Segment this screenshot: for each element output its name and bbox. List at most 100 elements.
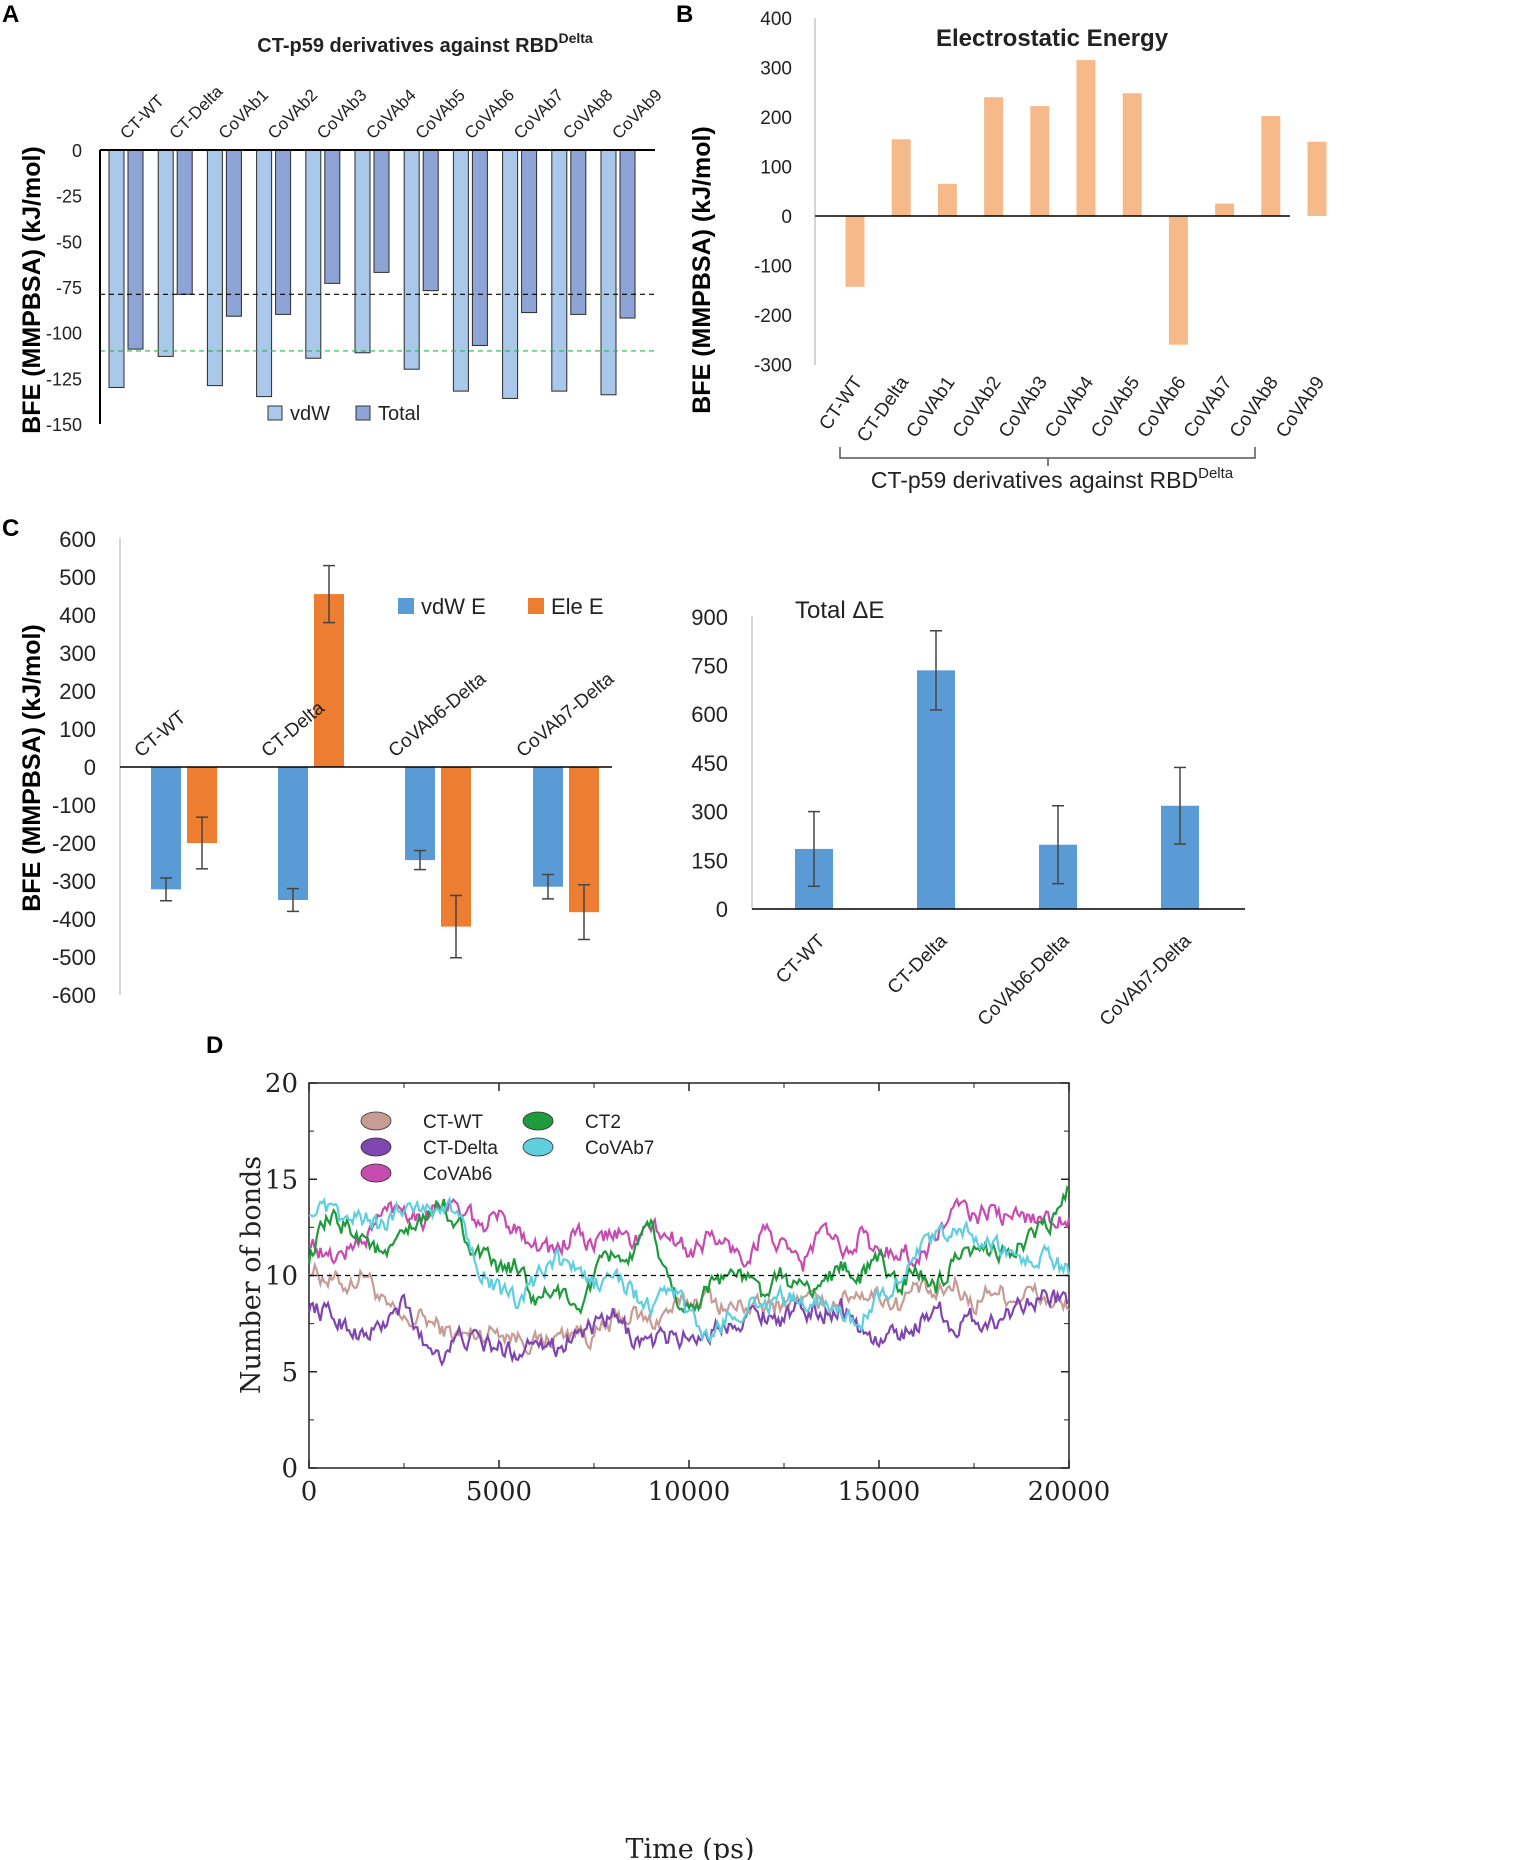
panel-d-legend-label-ct-delta: CT-Delta (423, 1138, 498, 1159)
panel-a-bar-vdw-covab3 (305, 149, 322, 359)
panel-c-left-yticks: 600 500 400 300 200 100 0 -100 -200 -300 -400 -500 -… (52, 527, 96, 1008)
panel-b-bar-covab8 (1261, 116, 1281, 216)
panel-d-line-ct-delta (307, 1289, 1070, 1368)
panel-d-legend-swatch-ct-wt (360, 1111, 392, 1131)
panel-c-left-ytick-label: 100 (59, 717, 96, 742)
panel-b-ytick-label: 0 (781, 207, 792, 228)
panel-a-ytick-label: 0 (72, 141, 82, 161)
panel-a-xtick-label: CT-WT (116, 91, 167, 142)
panel-b-xlabel: CT-p59 derivatives against RBDDelta (871, 465, 1234, 493)
panel-c-left-bar-vdw-e-covab6-delta (405, 767, 435, 861)
panel-c-left-ytick-label: -400 (52, 907, 96, 932)
panel-a-legend: vdW Total (267, 403, 420, 425)
panel-a-bar-vdw-covab5 (403, 149, 420, 370)
panel-d-series-lines (307, 1184, 1071, 1368)
panel-b-bar-ct-wt (845, 216, 865, 287)
panel-d-ytick-label: 10 (265, 1262, 298, 1292)
panel-a-bar-total-ct-delta (176, 149, 193, 295)
legend-swatch-total (355, 405, 371, 421)
panel-b-ytick-label: 300 (760, 59, 792, 80)
panel-a-bar-total-covab7 (521, 149, 538, 314)
panel-b-title: Electrostatic Energy (936, 25, 1169, 52)
panel-b-ytick-label: -200 (754, 306, 792, 327)
panel-c-left: C BFE (MMPBSA) (kJ/mol) 600 500 400 300 200 1… (2, 515, 619, 1008)
panel-c-left-ytick-label: -600 (52, 983, 96, 1008)
panel-c-left-ytick-label: 300 (59, 641, 96, 666)
panel-a-bar-total-covab6 (471, 149, 488, 346)
panel-b-group-bracket (839, 447, 1256, 466)
panel-a-ylabel: BFE (MMPBSA) (kJ/mol) (18, 146, 46, 434)
panel-b-xlabel-main: CT-p59 derivatives against RBD (871, 467, 1198, 493)
panel-d-ticks: 0 5000 10000 15000 20000 0 5 10 15 20 (265, 1069, 1110, 1507)
panel-b-bar-covab5 (1122, 93, 1142, 216)
panel-a-ytick-label: -75 (56, 278, 82, 298)
panel-a-xtick-label: CoVAb6 (461, 86, 518, 143)
panel-c-left-ytick-label: 0 (84, 755, 96, 780)
panel-c-right-ytick-label: 450 (691, 751, 728, 776)
panel-c-right-xtick-label: CT-Delta (884, 930, 952, 998)
panel-d-legend-label-ct2: CT2 (585, 1112, 621, 1133)
panel-c-right-title: Total ΔE (795, 597, 884, 624)
panel-d-xtick-label: 0 (301, 1477, 318, 1507)
panel-b-xtick-label: CoVAb9 (1272, 373, 1329, 442)
panel-a-yticks: 0 -25 -50 -75 -100 -125 -150 (46, 141, 82, 435)
panel-d-xtick-label: 5000 (466, 1477, 532, 1507)
panel-d-line-ct2 (307, 1184, 1070, 1316)
panel-c-right-bars (795, 630, 1199, 909)
panel-c-left-ytick-label: -300 (52, 869, 96, 894)
panel-a-ytick-label: -150 (46, 415, 82, 435)
panel-d-xtick-label: 15000 (838, 1477, 921, 1507)
panel-c-right-ytick-label: 600 (691, 702, 728, 727)
panel-c-left-legend: vdW E Ele E (398, 594, 604, 619)
panel-d-legend-swatch-ct-delta (360, 1137, 392, 1157)
panel-b-ytick-label: 100 (760, 158, 792, 179)
panel-a-xlabels: CT-WTCT-DeltaCoVAb1CoVAb2CoVAb3CoVAb4CoV… (116, 82, 665, 143)
panel-d-legend-swatch-ct2 (522, 1111, 554, 1131)
panel-c-right-ytick-label: 750 (691, 654, 728, 679)
panel-letter-a: A (2, 1, 19, 28)
panel-b-bar-covab1 (937, 183, 957, 216)
legend-label-total: Total (378, 403, 420, 425)
panel-a-bar-vdw-covab9 (600, 149, 617, 396)
panel-a-bar-total-ct-wt (127, 149, 144, 350)
panel-d-ytick-label: 20 (265, 1069, 298, 1099)
panel-a-bar-total-covab5 (422, 149, 439, 292)
panel-a: A CT-p59 derivatives against RBDDelta BF… (2, 1, 666, 435)
legend-label-vdw-e: vdW E (421, 594, 486, 619)
panel-c-right-ytick-label: 150 (691, 848, 728, 873)
panel-c-right-xtick-label: CoVAb7-Delta (1096, 930, 1196, 1030)
panel-b-yticks: 400 300 200 100 0 -100 -200 -300 (754, 9, 792, 377)
panel-c-right-ytick-label: 900 (691, 605, 728, 630)
panel-c-left-ytick-label: -500 (52, 945, 96, 970)
panel-c-left-bar-vdw-e-ct-wt (151, 767, 181, 890)
panel-c-right-xlabels: CT-WT CT-Delta CoVAb6-Delta CoVAb7-Delta (772, 930, 1196, 1030)
panel-c-left-ytick-label: -100 (52, 793, 96, 818)
panel-letter-c: C (2, 515, 19, 542)
panel-d: D 0 5000 10000 15000 20000 0 5 10 15 20 Time (ps)… (206, 1032, 1110, 1860)
panel-a-title-sup: Delta (558, 30, 592, 46)
panel-a-ytick-label: -125 (46, 369, 82, 389)
panel-c-left-xlabels: CT-WT CT-Delta CoVAb6-Delta CoVAb7-Delta (131, 668, 619, 762)
panel-d-xlabel: Time (ps) (625, 1834, 754, 1860)
panel-d-legend-label-covab6: CoVAb6 (423, 1164, 492, 1185)
panel-a-xtick-label: CoVAb5 (412, 86, 469, 143)
panel-c-right-ytick-label: 300 (691, 800, 728, 825)
panel-d-line-covab6 (308, 1196, 1071, 1272)
panel-a-ytick-label: -100 (46, 324, 82, 344)
panel-a-bar-total-covab4 (373, 149, 390, 273)
panel-b-bar-covab9 (1307, 141, 1327, 216)
panel-b-ytick-label: 400 (760, 9, 792, 30)
panel-a-bar-vdw-ct-wt (108, 149, 125, 388)
panel-a-xtick-label: CoVAb3 (313, 86, 370, 143)
panel-b-bar-covab4 (1076, 60, 1096, 217)
panel-c-ylabel: BFE (MMPBSA) (kJ/mol) (18, 624, 46, 912)
panel-b-bars (845, 60, 1327, 345)
legend-label-ele-e: Ele E (551, 594, 604, 619)
panel-b-ylabel: BFE (MMPBSA) (kJ/mol) (688, 126, 716, 414)
panel-a-xtick-label: CoVAb2 (264, 86, 321, 143)
panel-d-ylabel: Number of bonds (236, 1156, 267, 1394)
panel-c-left-xtick-label: CT-WT (131, 707, 191, 762)
panel-a-bar-vdw-covab1 (206, 149, 223, 387)
panel-a-title: CT-p59 derivatives against RBDDelta (257, 30, 593, 57)
panel-d-legend-label-ct-wt: CT-WT (423, 1112, 484, 1133)
